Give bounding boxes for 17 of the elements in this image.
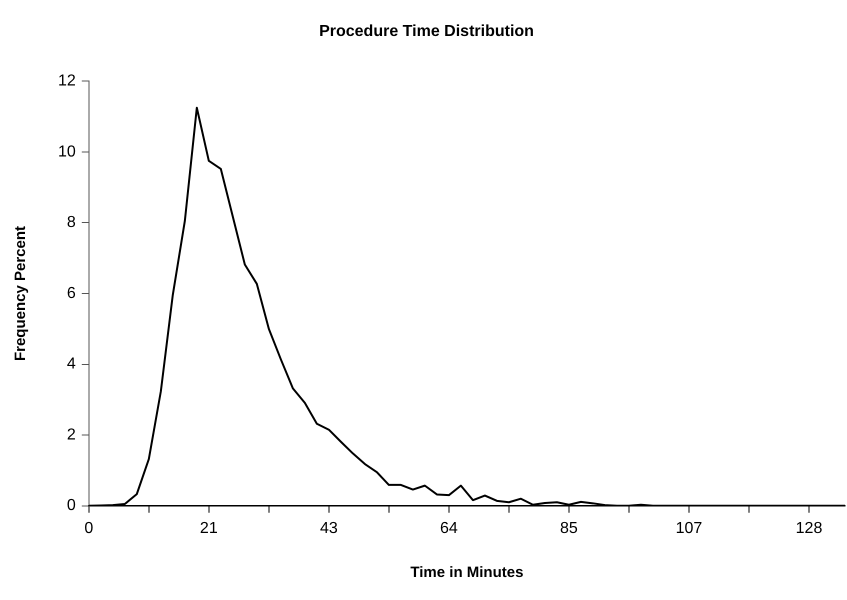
y-tick-label: 10 — [58, 143, 76, 160]
x-tick-label: 43 — [320, 520, 338, 537]
x-axis-title: Time in Minutes — [410, 564, 524, 582]
chart-title: Procedure Time Distribution — [319, 23, 534, 40]
y-axis-title: Frequency Percent — [12, 226, 30, 362]
x-tick-label: 107 — [676, 520, 702, 537]
x-tick-label: 64 — [440, 520, 458, 537]
y-tick-label: 8 — [66, 214, 76, 232]
y-tick-label: 0 — [66, 497, 76, 514]
y-tick-label: 2 — [66, 426, 76, 444]
y-tick-label: 6 — [66, 284, 76, 302]
x-tick-label: 128 — [796, 520, 822, 537]
y-tick-label: 12 — [58, 72, 76, 90]
x-tick-label: 21 — [200, 520, 218, 537]
x-tick-label: 0 — [84, 520, 94, 537]
y-tick-label: 4 — [66, 356, 76, 373]
x-tick-label: 85 — [560, 520, 578, 537]
